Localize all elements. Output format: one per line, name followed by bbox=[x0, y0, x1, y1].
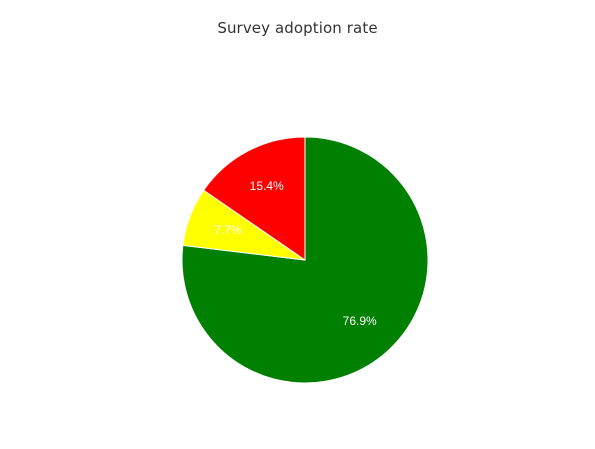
slice-label-2: 15.4% bbox=[250, 179, 284, 193]
slice-label-1: 7.7% bbox=[214, 223, 242, 237]
pie-slice-2 bbox=[203, 136, 306, 261]
slice-label-0: 76.9% bbox=[343, 314, 377, 328]
chart-title: Survey adoption rate bbox=[217, 19, 378, 37]
